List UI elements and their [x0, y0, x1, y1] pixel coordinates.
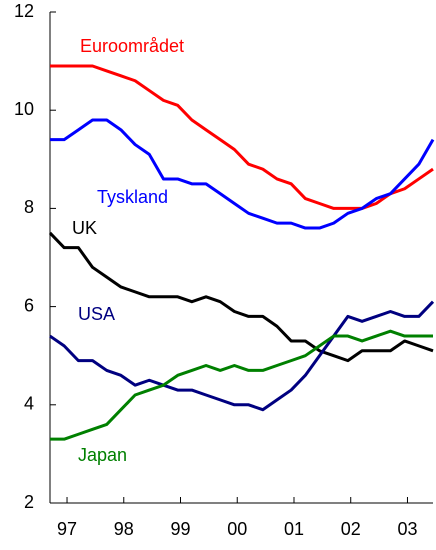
series-label: Tyskland — [97, 187, 168, 207]
x-tick-label: 03 — [397, 519, 417, 539]
series-label: Euroområdet — [80, 36, 184, 56]
x-tick-label: 00 — [227, 519, 247, 539]
series-line — [50, 329, 433, 441]
series-line — [50, 118, 435, 230]
y-tick-label: 6 — [24, 295, 34, 315]
series-label: Japan — [78, 445, 127, 465]
y-tick-label: 12 — [14, 1, 34, 21]
y-tick-label: 2 — [24, 492, 34, 512]
x-tick-label: 02 — [341, 519, 361, 539]
y-tick-label: 4 — [24, 394, 34, 414]
series-line — [50, 64, 434, 210]
series-label: UK — [72, 218, 97, 238]
series-label: USA — [78, 304, 115, 324]
x-tick-label: 97 — [57, 519, 77, 539]
series-line — [49, 300, 435, 412]
x-tick-label: 99 — [170, 519, 190, 539]
y-tick-label: 8 — [24, 197, 34, 217]
x-tick-label: 01 — [284, 519, 304, 539]
series-line — [48, 231, 434, 363]
y-tick-label: 10 — [14, 99, 34, 119]
x-tick-label: 98 — [114, 519, 134, 539]
